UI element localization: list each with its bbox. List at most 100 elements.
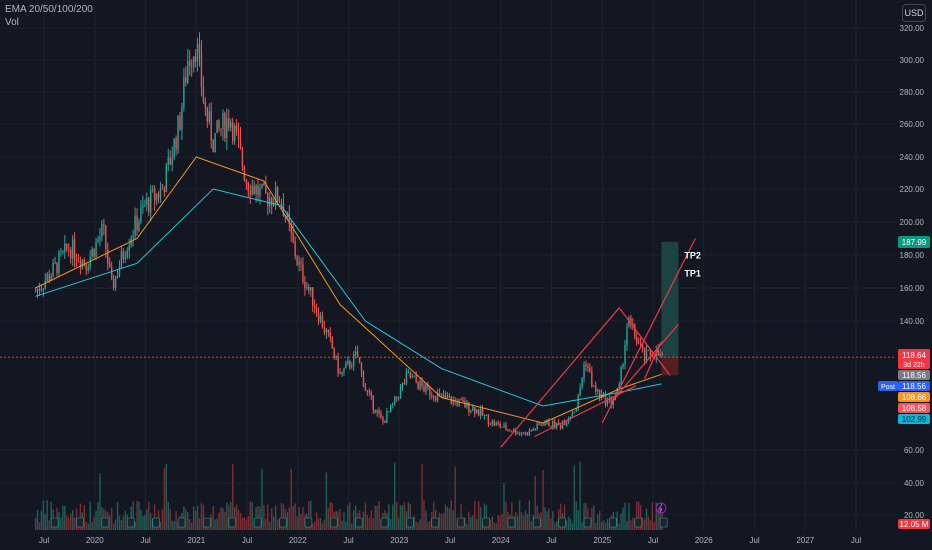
volume-legend[interactable]: Vol [5, 17, 19, 28]
candle-body [87, 267, 89, 271]
volume-bar [192, 506, 195, 530]
currency-button[interactable]: USD [902, 4, 926, 22]
candle-body [42, 288, 45, 290]
volume-bar [552, 510, 554, 530]
volume-bar [522, 515, 525, 530]
volume-bar [146, 509, 148, 530]
volume-bar [228, 504, 230, 530]
volume-bar [325, 472, 328, 530]
candle-body [155, 193, 158, 201]
candle-body [425, 384, 427, 392]
candle-body [598, 389, 601, 398]
volume-bar [200, 503, 203, 530]
candle-body [329, 331, 331, 338]
candle-body [372, 395, 374, 410]
volume-bar [323, 519, 326, 530]
candle-body [515, 429, 517, 434]
candle-body [312, 287, 314, 307]
price-axis[interactable]: 320.00 300.00 280.00 260.00 240.00 220.00 200.… [900, 24, 925, 520]
candle-body [202, 87, 205, 102]
volume-bar [485, 505, 488, 530]
candle-body [343, 368, 345, 372]
candle-body [190, 65, 193, 67]
volume-bar [475, 519, 478, 530]
volume-bar [425, 510, 427, 530]
candle-body [520, 432, 523, 434]
candle-body [360, 363, 363, 372]
volume-bar [345, 521, 347, 530]
candle-body [239, 139, 242, 149]
volume-bar [171, 520, 173, 530]
candle-body [405, 372, 408, 384]
candle-body [187, 61, 189, 83]
candle-body [651, 355, 654, 357]
volume-bar [569, 518, 572, 530]
ema-cyan-tag [898, 414, 930, 424]
volume-bar [577, 510, 579, 530]
candle-body [639, 343, 642, 346]
candle-body [632, 323, 634, 325]
earnings-marker [507, 517, 516, 528]
candle-body [628, 317, 630, 327]
indicator-legend[interactable]: EMA 20/50/100/200 [5, 4, 93, 15]
volume-bar [368, 517, 371, 530]
candle-body [358, 357, 361, 364]
candle-body [374, 409, 376, 413]
stop-zone [661, 357, 679, 376]
candle-body [493, 421, 495, 426]
candle-body [134, 215, 136, 236]
candle-body [415, 376, 417, 382]
candle-body [347, 360, 349, 364]
x-tick-label: 2024 [492, 536, 510, 545]
candle-body [54, 262, 56, 264]
volume-bar [224, 511, 226, 530]
volume-bar [282, 504, 285, 530]
candle-body [399, 387, 402, 398]
candle-body [509, 429, 511, 432]
volume-bar [341, 520, 343, 530]
candle-body [91, 248, 93, 257]
candle-body [438, 393, 441, 394]
candle-body [604, 393, 607, 405]
candle-body [142, 205, 144, 208]
countdown-text: 3d 22h [903, 362, 925, 369]
candle-body [317, 312, 320, 322]
candle-body [561, 423, 564, 428]
price-tags: 187.99 118.64 3d 22h 118.56 Post 118.56 … [878, 236, 930, 529]
volume-bar [298, 507, 300, 530]
volume-bar [66, 515, 68, 530]
earnings-marker [152, 517, 160, 528]
tp2-price-tag [898, 236, 930, 248]
candle-body [466, 402, 468, 408]
candle-body [144, 205, 146, 207]
earnings-marker [76, 517, 84, 528]
post-tag [878, 381, 898, 391]
candle-body [58, 252, 60, 274]
volume-bar [132, 501, 134, 530]
candle-body [122, 251, 125, 259]
candle-body [192, 56, 195, 67]
candle-body [444, 395, 447, 398]
candle-body [431, 395, 433, 397]
candle-body [68, 249, 70, 251]
x-tick-label: 2026 [695, 536, 713, 545]
candle-body [548, 420, 550, 427]
volume-bar [144, 514, 146, 530]
volume-bar [598, 510, 601, 530]
candle-body [618, 384, 620, 389]
candle-body [429, 387, 431, 396]
candle-body [413, 376, 415, 378]
volume-bar [239, 512, 242, 530]
volume-bar [637, 501, 640, 530]
candle-body [304, 282, 306, 289]
time-axis[interactable]: Jul 2020 Jul 2021 Jul 2022 Jul 2023 Jul 2024 Jul 20… [39, 536, 861, 545]
price-axis-bg[interactable] [896, 0, 932, 550]
candle-body [647, 349, 650, 351]
time-axis-bg[interactable] [0, 530, 932, 550]
volume-bar [97, 502, 99, 530]
flash-icon[interactable] [655, 502, 667, 514]
x-tick-label: Jul [749, 536, 759, 545]
candle-body [310, 287, 312, 291]
volume-bar [548, 508, 550, 530]
